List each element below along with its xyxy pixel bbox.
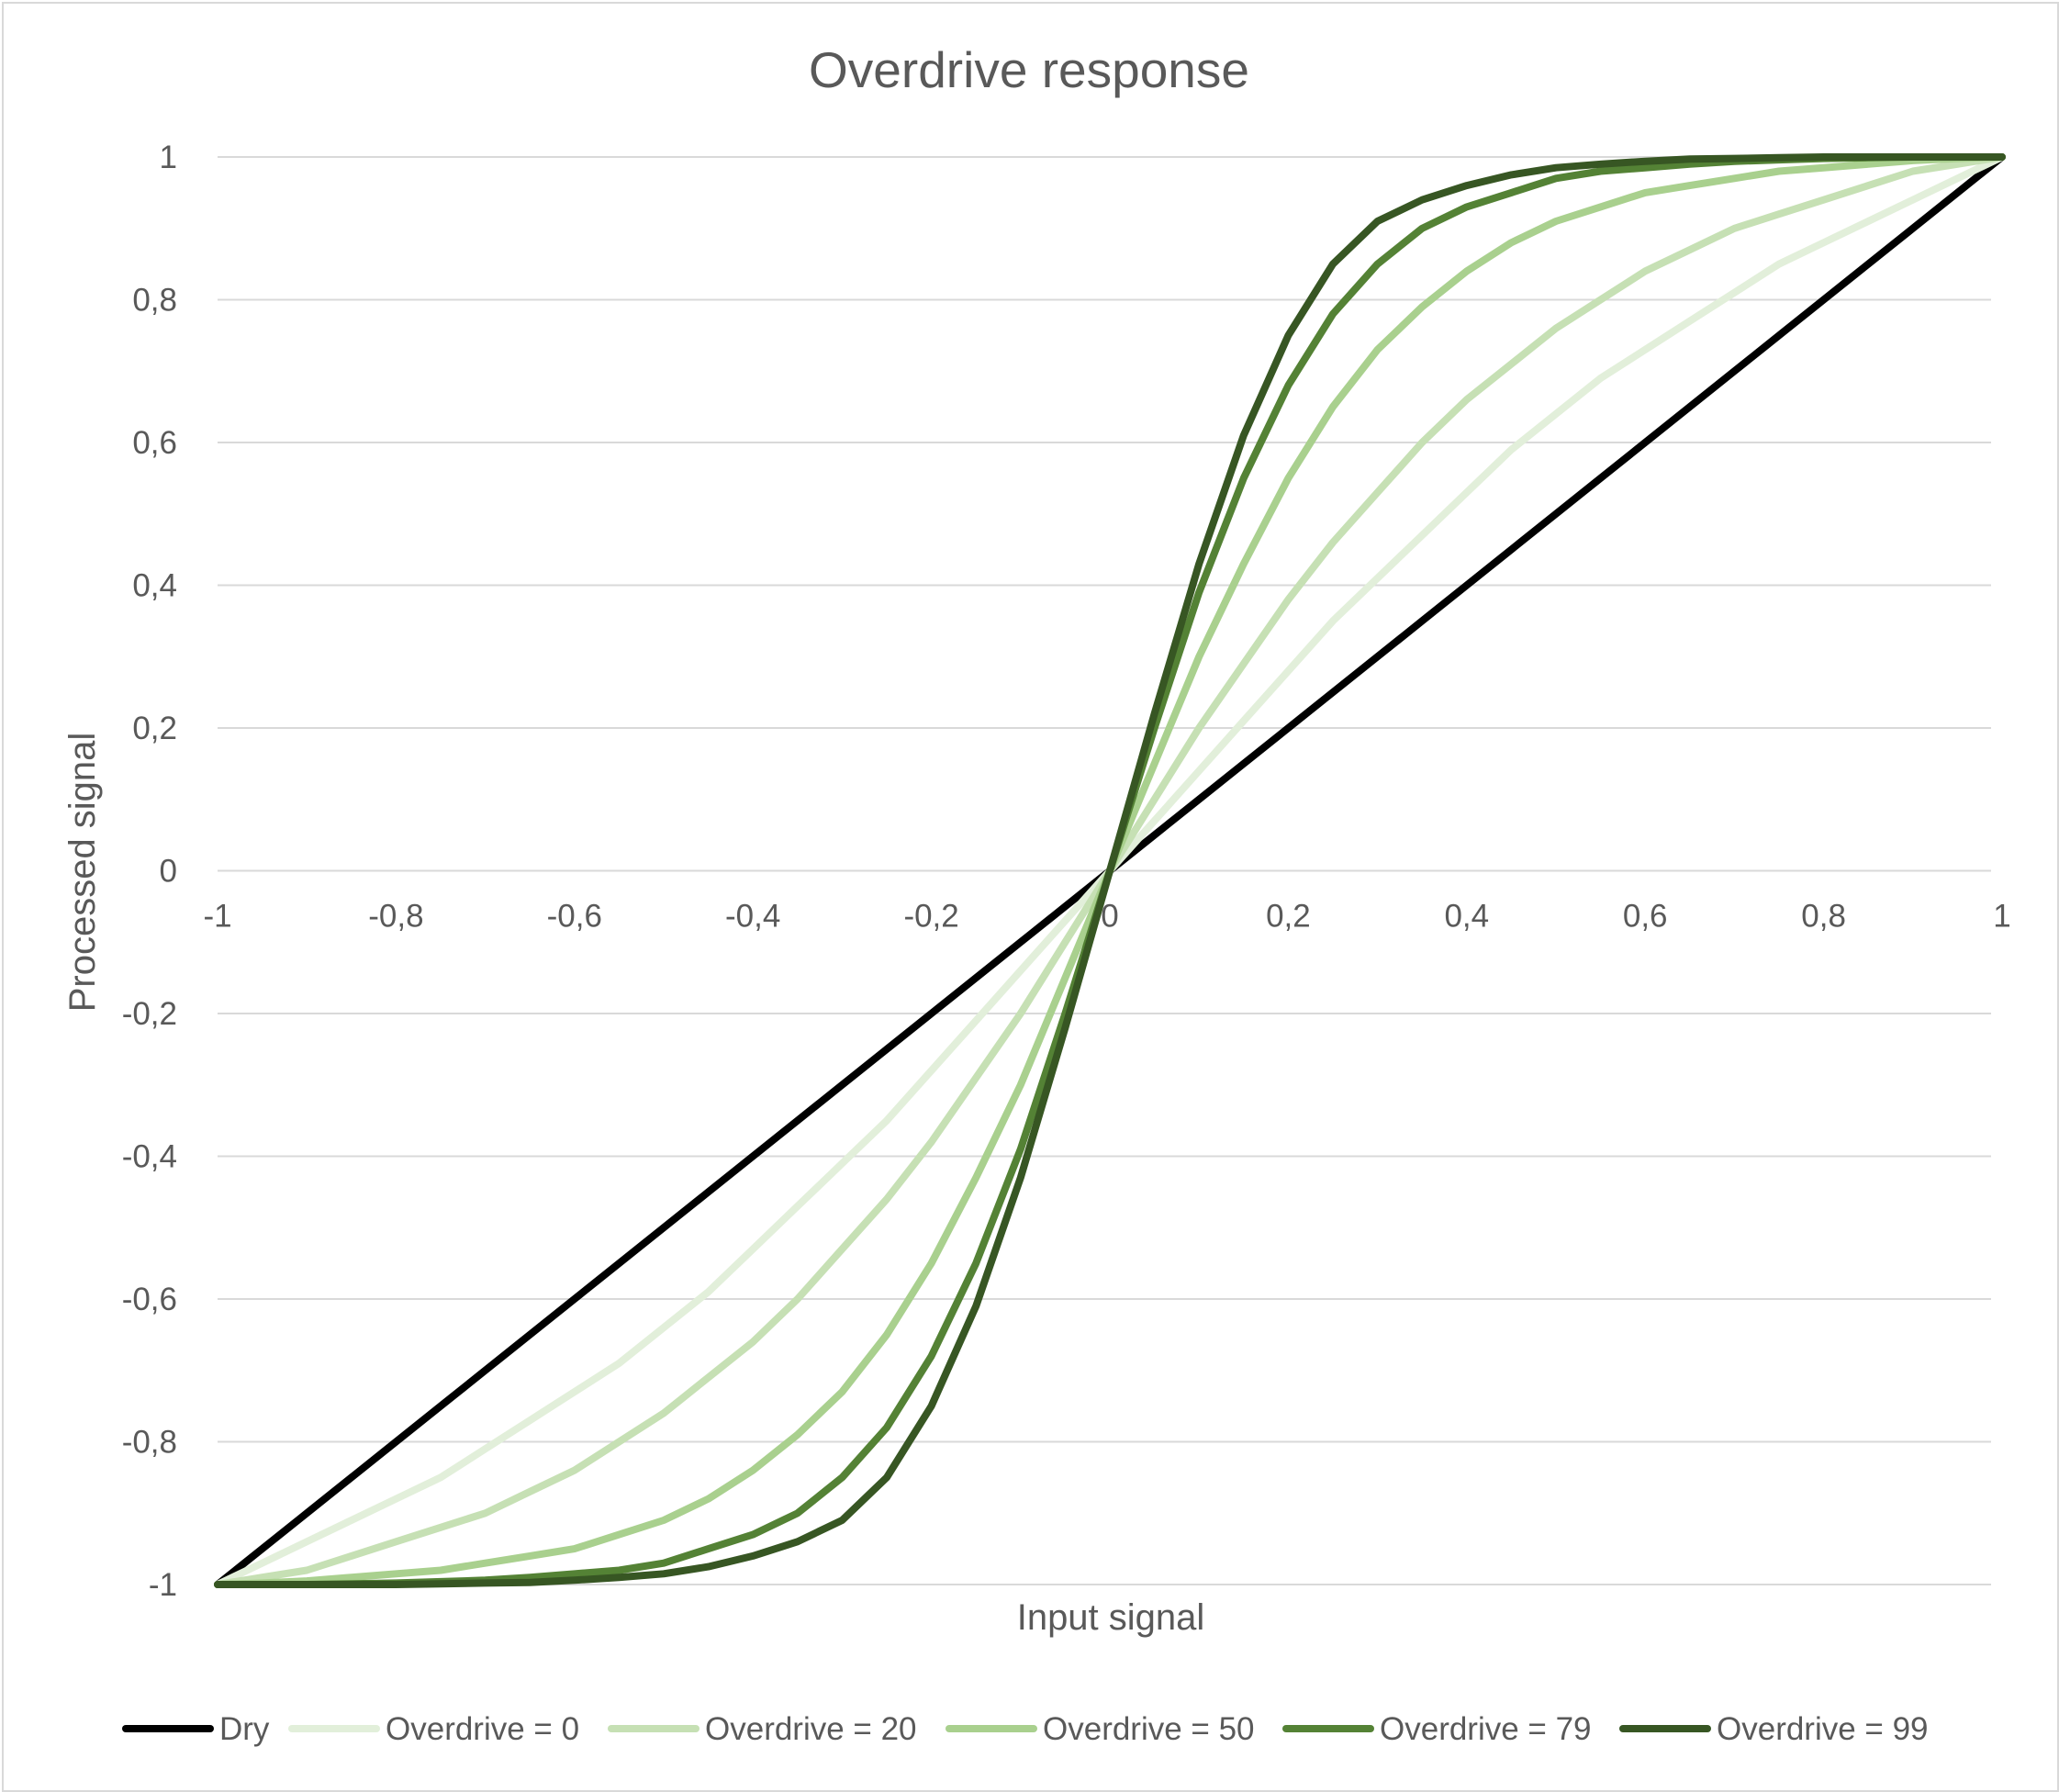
series-lines bbox=[214, 153, 2006, 1588]
legend-label: Overdrive = 20 bbox=[705, 1711, 917, 1747]
x-tick-label: -0,6 bbox=[547, 899, 602, 935]
x-tick-label: 0,8 bbox=[1801, 899, 1846, 935]
x-tick-label: 0 bbox=[1101, 899, 1118, 935]
x-tick-label: -0,2 bbox=[903, 899, 958, 935]
series-line-5 bbox=[214, 153, 2006, 1588]
y-tick-label: 1 bbox=[160, 140, 177, 175]
legend: Dry Overdrive = 0 Overdrive = 20 Overdrive … bbox=[122, 1711, 1929, 1747]
legend-label: Overdrive = 0 bbox=[386, 1711, 579, 1747]
x-tick-label: 0,4 bbox=[1444, 899, 1489, 935]
y-tick-label: 0,2 bbox=[132, 711, 177, 746]
y-axis-title: Processed signal bbox=[62, 733, 103, 1013]
y-tick-label: -0,2 bbox=[122, 996, 177, 1032]
x-tick-label: -0,4 bbox=[725, 899, 780, 935]
y-tick-label: 0 bbox=[160, 854, 177, 890]
y-tick-label: 0,6 bbox=[132, 425, 177, 461]
legend-label: Overdrive = 99 bbox=[1717, 1711, 1929, 1747]
x-tick-label: 0,2 bbox=[1266, 899, 1311, 935]
chart-title: Overdrive response bbox=[809, 41, 1249, 98]
y-tick-label: -0,4 bbox=[122, 1139, 177, 1175]
legend-label: Overdrive = 50 bbox=[1043, 1711, 1255, 1747]
x-tick-label: -0,8 bbox=[368, 899, 423, 935]
y-axis-ticks: 1 0,8 0,6 0,4 0,2 0 -0,2 -0,4 -0,6 -0,8 -1 bbox=[122, 140, 177, 1603]
x-tick-label: 1 bbox=[1993, 899, 2010, 935]
y-tick-label: -1 bbox=[149, 1567, 177, 1603]
x-axis-title: Input signal bbox=[1017, 1597, 1205, 1638]
x-tick-label: 0,6 bbox=[1623, 899, 1668, 935]
legend-label: Overdrive = 79 bbox=[1380, 1711, 1592, 1747]
y-tick-label: 0,4 bbox=[132, 568, 177, 604]
y-tick-label: 0,8 bbox=[132, 283, 177, 319]
x-axis-ticks: -1 -0,8 -0,6 -0,4 -0,2 0 0,2 0,4 0,6 0,8 1 bbox=[203, 899, 2010, 935]
y-tick-label: -0,6 bbox=[122, 1282, 177, 1317]
x-tick-label: -1 bbox=[203, 899, 231, 935]
y-tick-label: -0,8 bbox=[122, 1425, 177, 1461]
legend-label: Dry bbox=[219, 1711, 270, 1747]
